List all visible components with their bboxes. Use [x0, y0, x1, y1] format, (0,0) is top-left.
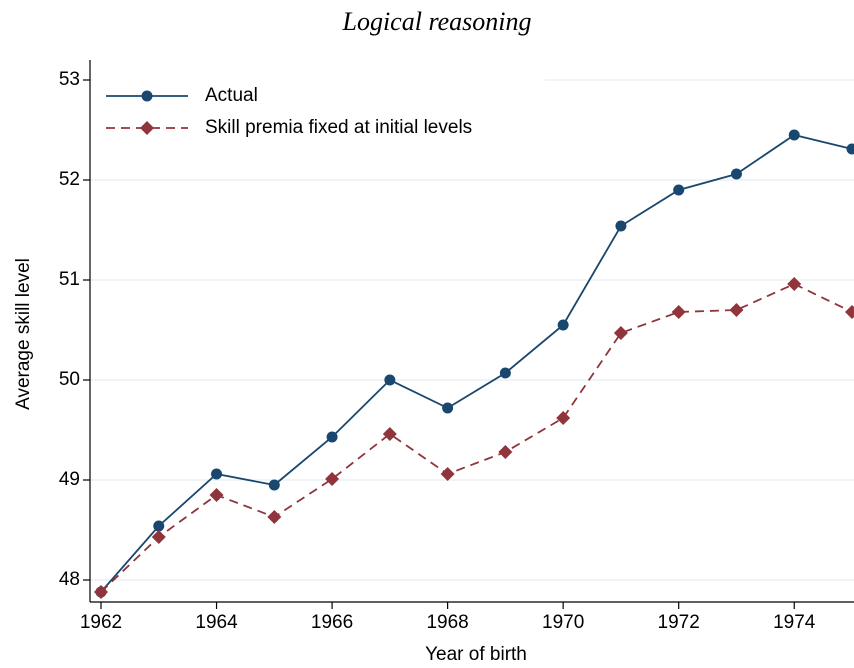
x-tick-label: 1968: [426, 612, 468, 633]
marker: [673, 184, 685, 196]
legend: Actual Skill premia fixed at initial leve…: [92, 64, 545, 144]
marker: [440, 467, 455, 481]
marker: [499, 367, 511, 379]
legend-marker: [140, 121, 154, 135]
y-tick-label: 52: [59, 169, 80, 190]
marker: [498, 445, 513, 459]
legend-marker: [141, 90, 153, 102]
x-tick-label: 1970: [542, 612, 584, 633]
marker: [615, 220, 627, 232]
marker: [442, 402, 454, 414]
x-tick-label: 1962: [80, 612, 122, 633]
marker: [267, 510, 282, 524]
marker: [325, 472, 340, 486]
marker: [384, 374, 396, 386]
y-tick-label: 50: [59, 369, 80, 390]
marker: [153, 520, 165, 532]
marker: [788, 129, 800, 141]
line: [100, 134, 853, 593]
marker: [326, 431, 338, 443]
marker: [94, 585, 108, 599]
marker: [845, 305, 854, 319]
marker: [671, 305, 686, 319]
legend-label: Actual: [205, 85, 258, 106]
y-tick-label: 49: [59, 469, 80, 490]
y-tick-label: 51: [59, 269, 80, 290]
chart-title: Logical reasoning: [342, 7, 532, 36]
x-tick-label: 1966: [311, 612, 353, 633]
marker: [729, 303, 744, 317]
x-tick-label: 1964: [195, 612, 238, 633]
marker: [613, 326, 628, 340]
x-tick-label: 1972: [658, 612, 700, 633]
y-tick-label: 48: [59, 569, 80, 590]
y-tick-label: 53: [59, 69, 80, 90]
marker: [209, 488, 224, 502]
marker: [557, 319, 569, 331]
marker: [151, 530, 166, 544]
marker: [556, 411, 571, 425]
marker: [382, 427, 397, 441]
x-axis-label: Year of birth: [425, 644, 527, 665]
legend-label: Skill premia fixed at initial levels: [205, 117, 472, 138]
y-axis-label: Average skill level: [13, 258, 34, 410]
line: [100, 283, 853, 593]
x-tick-label: 1974: [773, 612, 816, 633]
marker: [211, 468, 223, 480]
marker: [846, 143, 854, 155]
marker: [730, 168, 742, 180]
marker: [787, 277, 802, 291]
marker: [268, 479, 280, 491]
legend-box: [92, 64, 545, 144]
